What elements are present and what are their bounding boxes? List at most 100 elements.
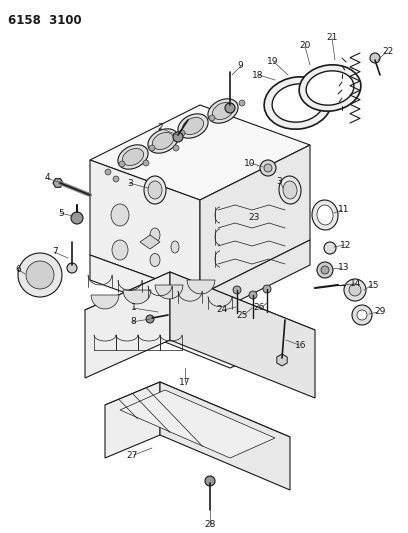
Text: 9: 9	[237, 61, 243, 70]
Text: 17: 17	[179, 378, 191, 387]
Circle shape	[105, 169, 111, 175]
Text: 5: 5	[58, 208, 64, 217]
Circle shape	[260, 160, 276, 176]
Ellipse shape	[213, 102, 233, 119]
Text: 10: 10	[244, 158, 255, 167]
Circle shape	[149, 145, 155, 151]
Ellipse shape	[148, 181, 162, 199]
Ellipse shape	[306, 71, 354, 105]
Ellipse shape	[279, 176, 301, 204]
Circle shape	[173, 145, 179, 151]
Text: 25: 25	[237, 311, 248, 319]
Polygon shape	[200, 145, 310, 295]
Circle shape	[349, 284, 361, 296]
Text: 1: 1	[131, 303, 137, 312]
Text: 7: 7	[52, 247, 58, 256]
Circle shape	[263, 285, 271, 293]
Text: 29: 29	[374, 308, 386, 317]
Circle shape	[67, 263, 77, 273]
Ellipse shape	[148, 129, 178, 153]
Polygon shape	[277, 354, 287, 366]
Polygon shape	[85, 272, 170, 378]
Text: 24: 24	[217, 305, 228, 314]
Circle shape	[324, 242, 336, 254]
Text: 3: 3	[276, 177, 282, 187]
Ellipse shape	[283, 181, 297, 199]
Text: 21: 21	[326, 33, 338, 42]
Ellipse shape	[144, 176, 166, 204]
Text: 23: 23	[248, 214, 259, 222]
Circle shape	[225, 103, 235, 113]
Ellipse shape	[118, 145, 148, 169]
Polygon shape	[105, 382, 160, 458]
Text: 6: 6	[15, 265, 21, 274]
Ellipse shape	[264, 77, 332, 129]
Text: 22: 22	[382, 47, 393, 56]
Circle shape	[239, 100, 245, 106]
Ellipse shape	[182, 117, 204, 134]
Circle shape	[173, 132, 183, 142]
Text: 27: 27	[126, 450, 138, 459]
Polygon shape	[53, 179, 63, 187]
Ellipse shape	[150, 228, 160, 242]
Circle shape	[321, 266, 329, 274]
Polygon shape	[187, 280, 215, 294]
Text: 28: 28	[204, 520, 216, 529]
Circle shape	[317, 262, 333, 278]
Polygon shape	[155, 285, 183, 299]
Text: 18: 18	[251, 70, 263, 79]
Text: 6158  3100: 6158 3100	[8, 14, 82, 27]
Text: 4: 4	[44, 174, 50, 182]
Polygon shape	[91, 295, 119, 309]
Circle shape	[143, 160, 149, 166]
Polygon shape	[120, 390, 275, 458]
Polygon shape	[170, 272, 315, 398]
Text: 16: 16	[295, 341, 306, 350]
Circle shape	[18, 253, 62, 297]
Polygon shape	[123, 290, 151, 304]
Ellipse shape	[272, 84, 324, 122]
Ellipse shape	[312, 200, 338, 230]
Circle shape	[113, 176, 119, 182]
Text: 11: 11	[338, 206, 350, 214]
Ellipse shape	[317, 205, 333, 225]
Circle shape	[233, 286, 241, 294]
Polygon shape	[90, 105, 310, 200]
Circle shape	[209, 115, 215, 121]
Circle shape	[352, 305, 372, 325]
Circle shape	[370, 53, 380, 63]
Text: 3: 3	[127, 179, 133, 188]
Circle shape	[179, 130, 185, 136]
Polygon shape	[200, 240, 310, 320]
Circle shape	[249, 291, 257, 299]
Text: 13: 13	[338, 263, 350, 272]
Text: 26: 26	[254, 303, 265, 312]
Circle shape	[26, 261, 54, 289]
Ellipse shape	[111, 204, 129, 226]
Ellipse shape	[122, 149, 144, 166]
Text: 20: 20	[299, 41, 310, 50]
Polygon shape	[90, 255, 200, 320]
Circle shape	[71, 212, 83, 224]
Text: 14: 14	[350, 279, 361, 288]
Circle shape	[344, 279, 366, 301]
Circle shape	[357, 310, 367, 320]
Ellipse shape	[208, 99, 238, 123]
Circle shape	[264, 164, 272, 172]
Polygon shape	[140, 235, 160, 249]
Text: 8: 8	[130, 318, 136, 327]
Text: 15: 15	[368, 280, 379, 289]
Ellipse shape	[153, 133, 173, 150]
Text: 19: 19	[266, 58, 278, 67]
Ellipse shape	[112, 240, 128, 260]
Text: 2: 2	[157, 124, 163, 133]
Polygon shape	[90, 160, 200, 295]
Ellipse shape	[171, 241, 179, 253]
Polygon shape	[85, 272, 315, 368]
Circle shape	[205, 476, 215, 486]
Circle shape	[119, 161, 125, 167]
Ellipse shape	[178, 114, 208, 138]
Text: 12: 12	[340, 240, 351, 249]
Polygon shape	[160, 382, 290, 490]
Ellipse shape	[299, 65, 361, 111]
